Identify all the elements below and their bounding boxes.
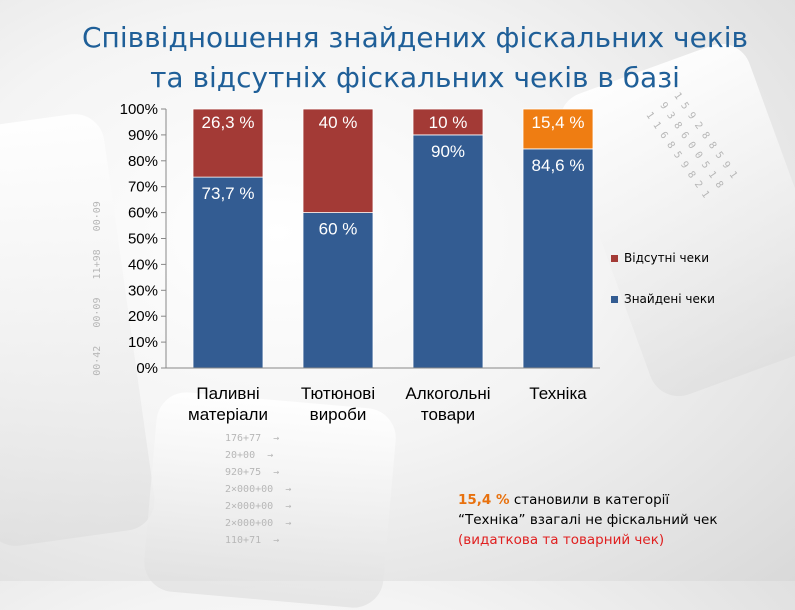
- category-label-0: матеріали: [188, 405, 268, 424]
- category-label-3: Техніка: [529, 384, 587, 403]
- legend-swatch-1: [611, 296, 618, 303]
- y-tick-label: 10%: [128, 334, 158, 351]
- legend-label-1: Знайдені чеки: [624, 292, 715, 306]
- footnote: 15,4 % становили в категорії “Техніка” в…: [458, 490, 778, 550]
- y-tick-label: 90%: [128, 127, 158, 144]
- legend-label-0: Відсутні чеки: [624, 251, 709, 265]
- slide-title-line-2: та відсутніх фіскальних чеків в базі: [150, 61, 680, 94]
- bars: [192, 108, 594, 369]
- category-label-2: товари: [421, 405, 475, 424]
- legend: Відсутні чеки Знайдені чеки: [611, 251, 715, 306]
- data-label-missing-1: 40 %: [319, 113, 358, 132]
- data-label-missing-3: 15,4 %: [532, 113, 585, 132]
- data-labels: 73,7 % 26,3 % 60 % 40 % 90% 10 % 84,6 % 15,4 %: [202, 113, 585, 239]
- data-label-missing-2: 10 %: [429, 113, 468, 132]
- bar-found-0: [192, 176, 264, 369]
- bar-found-1: [302, 212, 374, 369]
- footnote-line-1: 15,4 % становили в категорії: [458, 490, 778, 510]
- category-label-2: Алкогольні: [405, 384, 490, 403]
- y-tick-label: 30%: [128, 282, 158, 299]
- x-axis-labels: Паливні матеріали Тютюнові вироби Алкогольні…: [166, 367, 600, 424]
- y-tick-label: 40%: [128, 256, 158, 273]
- stacked-bar-chart: 0% 10% 20% 30% 40% 50% 60% 70% 80% 90% 100% 73,7 %…: [120, 101, 715, 424]
- y-tick-label: 20%: [128, 308, 158, 325]
- data-label-found-1: 60 %: [319, 220, 358, 239]
- legend-swatch-0: [611, 255, 618, 262]
- y-tick-label: 60%: [128, 205, 158, 222]
- bar-missing-3: [522, 108, 594, 150]
- slide-title: Співвідношення знайдених фіскальних чекі…: [60, 18, 770, 98]
- y-tick-label: 50%: [128, 231, 158, 248]
- data-label-found-2: 90%: [431, 142, 465, 161]
- category-label-1: Тютюнові: [301, 384, 375, 403]
- y-axis: 0% 10% 20% 30% 40% 50% 60% 70% 80% 90% 100%: [120, 101, 167, 377]
- y-tick-label: 0%: [136, 360, 158, 377]
- bar-missing-2: [412, 108, 484, 136]
- footnote-text-1: становили в категорії: [509, 492, 670, 508]
- bar-missing-1: [302, 108, 374, 213]
- data-label-found-3: 84,6 %: [532, 156, 585, 175]
- category-label-0: Паливні: [196, 384, 259, 403]
- slide-title-line-1: Співвідношення знайдених фіскальних чекі…: [81, 21, 749, 54]
- bar-found-3: [522, 148, 594, 369]
- y-tick-label: 70%: [128, 179, 158, 196]
- y-tick-label: 80%: [128, 153, 158, 170]
- footnote-line-2: “Техніка” взагалі не фіскальний чек: [458, 512, 718, 528]
- category-label-1: вироби: [310, 405, 367, 424]
- bar-missing-0: [192, 108, 264, 178]
- y-tick-label: 100%: [120, 101, 158, 118]
- bar-found-2: [412, 134, 484, 369]
- data-label-found-0: 73,7 %: [202, 184, 255, 203]
- data-label-missing-0: 26,3 %: [202, 113, 255, 132]
- footnote-line-3: (видаткова та товарний чек): [458, 532, 665, 548]
- footnote-highlight: 15,4 %: [458, 492, 510, 508]
